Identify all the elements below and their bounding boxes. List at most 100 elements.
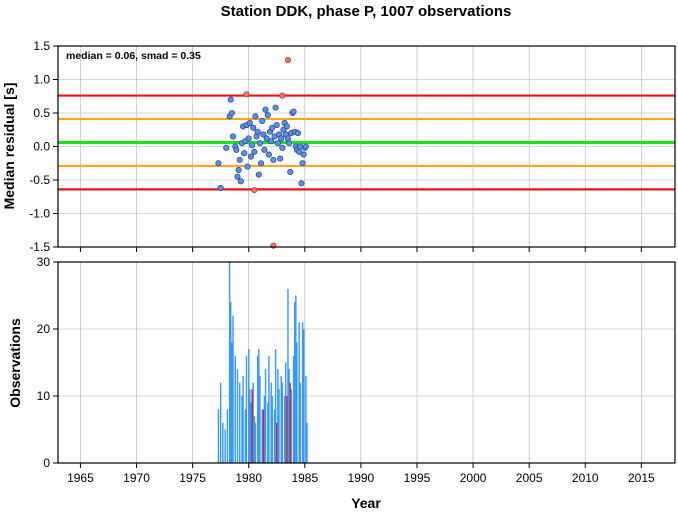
residual-panel: -1.5 -1.0 -0.5 0.0 0.5 1.0 1.5 median = 0.06, …: [1, 39, 676, 254]
observation-bar: [252, 382, 254, 463]
residual-point: [251, 148, 258, 155]
residual-point: [268, 138, 275, 145]
residual-point: [246, 120, 253, 127]
residual-point: [270, 156, 277, 163]
residual-point: [250, 124, 257, 131]
observation-bar: [292, 355, 295, 463]
observation-bar: [268, 355, 270, 463]
x-tick-label: 1975: [179, 471, 206, 485]
median-smad-annotation: median = 0.06, smad = 0.35: [66, 50, 201, 62]
residual-point: [277, 155, 284, 162]
y-tick-label: 1.5: [33, 39, 50, 53]
outlier-point: [284, 57, 292, 64]
x-tick-label: 2010: [572, 471, 599, 485]
residual-point: [256, 140, 263, 147]
observation-bar: [305, 375, 307, 463]
x-tick-label: 1990: [348, 471, 375, 485]
residual-point: [249, 142, 256, 149]
x-tick-label: 2015: [628, 471, 655, 485]
residual-point: [264, 111, 271, 119]
observation-bar: [263, 396, 266, 463]
residual-point: [259, 117, 266, 125]
outlier-point: [243, 91, 250, 98]
rejected-observation-bar: [251, 389, 253, 463]
observation-bar: [278, 389, 280, 463]
observation-bar: [219, 382, 222, 463]
residual-point: [237, 178, 244, 185]
residual-point: [217, 184, 224, 192]
y-tick-label: -1.0: [29, 207, 50, 221]
x-tick-label: 2005: [516, 471, 543, 485]
rejected-observation-bar: [276, 422, 278, 463]
observations-bars: [217, 262, 308, 463]
residual-point: [262, 106, 269, 113]
y-tick-label: 10: [37, 389, 51, 403]
residual-point: [287, 168, 294, 176]
residual-point: [272, 104, 279, 111]
observation-bar: [249, 389, 251, 463]
observation-bar: [283, 396, 286, 463]
residual-point: [233, 146, 240, 153]
residual-point: [245, 135, 252, 142]
y-tick-label: 0: [43, 456, 50, 470]
residual-point: [290, 108, 297, 115]
observation-bar: [248, 349, 250, 463]
residual-point: [255, 171, 262, 178]
observation-bar: [254, 422, 257, 463]
residual-point: [247, 153, 255, 160]
observation-bar: [224, 429, 226, 463]
observation-bar: [217, 409, 220, 463]
x-tick-label: 1965: [67, 471, 94, 485]
residual-threshold-lines: [58, 94, 675, 191]
residual-point: [273, 122, 280, 129]
observation-bar: [250, 402, 252, 463]
residual-point: [286, 140, 293, 147]
observation-bar: [258, 349, 260, 463]
residual-point: [236, 156, 243, 163]
residual-points: [215, 57, 309, 249]
observation-bar: [239, 382, 241, 463]
residual-point: [261, 146, 268, 153]
y-tick-label: 20: [37, 322, 51, 336]
residual-point: [265, 151, 272, 158]
observations-y-ticks: 0 10 20 30: [37, 255, 58, 470]
rejected-observation-bar: [262, 409, 264, 463]
y-tick-label: -1.5: [29, 240, 50, 254]
observation-bar: [267, 402, 269, 463]
residual-point: [274, 140, 281, 147]
residual-y-ticks: -1.5 -1.0 -0.5 0.0 0.5 1.0 1.5: [29, 39, 58, 254]
observation-bar: [256, 355, 259, 463]
observation-bar: [228, 262, 231, 463]
observation-bar: [245, 355, 248, 463]
residual-point: [260, 131, 267, 138]
residual-point: [244, 163, 251, 170]
x-tick-label: 1985: [291, 471, 318, 485]
residual-point: [302, 143, 309, 150]
rejected-observation-bar: [286, 396, 288, 463]
observation-bar: [290, 389, 293, 463]
observation-bar: [242, 375, 244, 463]
observation-bar: [231, 342, 233, 463]
observation-bar: [259, 375, 261, 463]
observation-bar: [285, 362, 287, 463]
observation-bar: [271, 396, 273, 463]
observation-bar: [241, 396, 243, 463]
residual-point: [227, 96, 234, 103]
observation-bar: [273, 409, 276, 463]
observation-bar: [226, 409, 229, 463]
y-tick-label: 1.0: [33, 73, 50, 87]
observation-bar: [261, 409, 263, 463]
residual-point: [298, 180, 305, 187]
residual-x-ticks: [79, 247, 642, 252]
residual-point: [252, 113, 259, 120]
residual-point: [223, 144, 230, 151]
observations-panel: 0 10 20 30 1965 1970 1975 1980 1985 1990 1995 2000…: [7, 255, 676, 511]
observation-bar: [244, 409, 247, 463]
residual-point: [229, 133, 237, 140]
observation-bar: [270, 382, 272, 463]
residual-point: [299, 160, 306, 167]
observation-bar: [295, 295, 297, 463]
observation-bar: [287, 288, 289, 463]
observation-bar: [298, 322, 300, 463]
